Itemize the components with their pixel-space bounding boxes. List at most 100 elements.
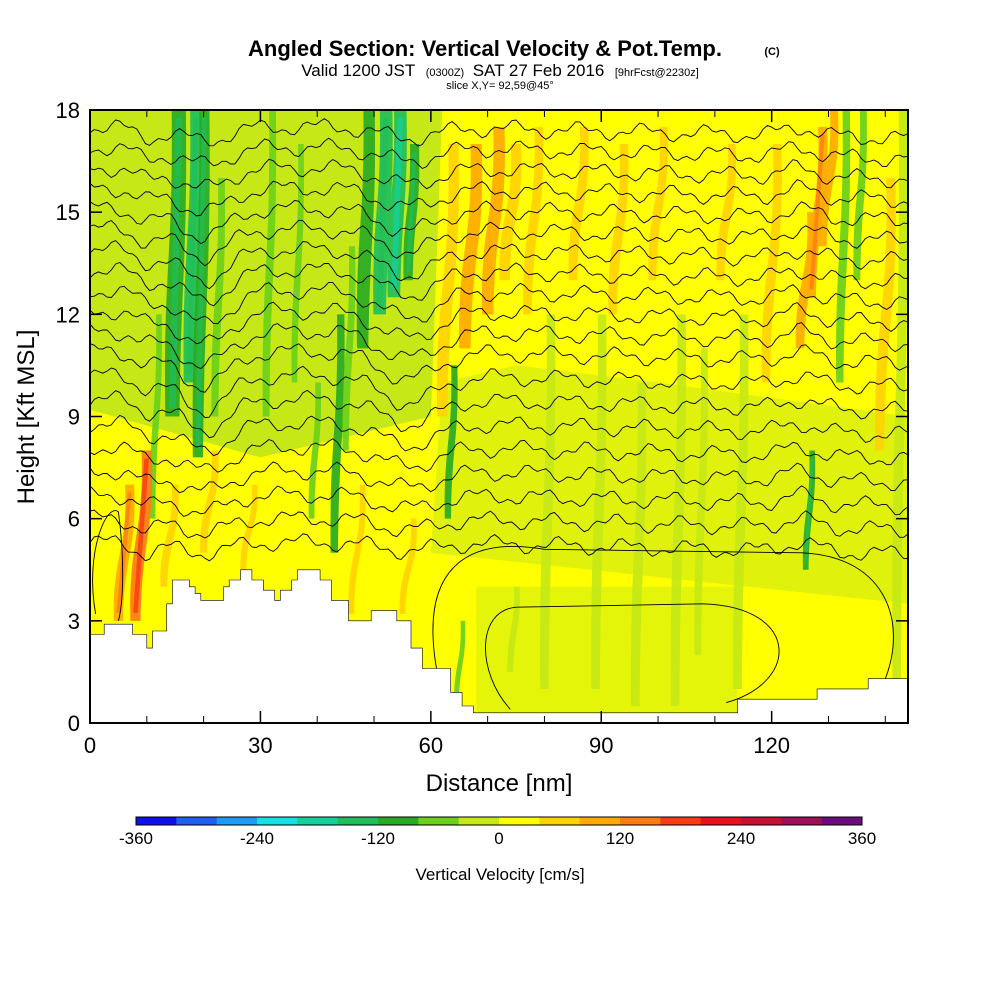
downdraft-core xyxy=(406,152,417,273)
colorbar-swatch xyxy=(579,817,621,825)
colorbar-swatch xyxy=(700,817,742,825)
colorbar-tick-label: -240 xyxy=(240,829,274,848)
downdraft-cell xyxy=(540,314,556,689)
downdraft-core xyxy=(186,118,199,375)
valid-time: Valid 1200 JST xyxy=(301,61,415,80)
downdraft-cell xyxy=(670,314,687,706)
colorbar-tick-label: -360 xyxy=(119,829,153,848)
theta-contour xyxy=(90,365,908,419)
updraft-cell xyxy=(348,484,366,615)
theta-contour xyxy=(90,179,908,217)
colorbar-frame xyxy=(135,816,863,826)
downdraft-cell xyxy=(630,382,647,706)
theta-contour xyxy=(90,137,908,170)
updraft-core xyxy=(133,458,149,613)
theta-contour xyxy=(90,414,908,457)
colorbar-tick-label: 0 xyxy=(494,829,503,848)
downdraft-core xyxy=(195,118,207,450)
downdraft-core xyxy=(804,458,814,562)
theta-contour xyxy=(90,389,908,439)
theta-contour xyxy=(90,158,908,190)
plot-area xyxy=(90,110,908,723)
downdraft-cell xyxy=(211,178,226,417)
theta-contour xyxy=(90,282,908,325)
colorbar-swatch xyxy=(136,817,177,825)
colorbar-swatch xyxy=(176,817,218,825)
downdraft-cell xyxy=(262,110,277,417)
x-axis-label: Distance [nm] xyxy=(426,770,573,797)
downdraft-cell xyxy=(733,314,749,689)
x-tick-label: 30 xyxy=(248,733,272,758)
colorbar-swatch xyxy=(539,817,581,825)
theta-contour-closed xyxy=(92,510,124,621)
downdraft-cell xyxy=(454,620,466,706)
colorbar-tick-label: 360 xyxy=(848,829,876,848)
theta-contour xyxy=(90,301,908,345)
colorbar-swatch xyxy=(458,817,500,825)
y-tick-label: 6 xyxy=(68,507,80,532)
theta-contour xyxy=(90,200,908,245)
colorbar-tick-label: 120 xyxy=(606,829,634,848)
theta-contour xyxy=(90,240,908,290)
colorbar: -360 -240 -120 0 120 240 360 xyxy=(119,816,876,848)
theta-contour xyxy=(90,219,908,267)
colorbar-swatch xyxy=(781,817,823,825)
colorbar-swatch xyxy=(499,817,540,825)
updraft-cell xyxy=(716,144,737,281)
downdraft-cell xyxy=(853,110,867,281)
colorbar-swatch xyxy=(821,817,863,825)
colorbar-swatch xyxy=(257,817,298,825)
colorbar-swatch xyxy=(418,817,460,825)
forecast-info: [9hrFcst@2230z] xyxy=(615,67,699,79)
updraft-cell xyxy=(523,127,544,315)
downdraft-cell xyxy=(149,314,162,519)
theta-contour xyxy=(90,343,908,393)
y-tick-label: 15 xyxy=(56,200,80,225)
chart-title-mark: (C) xyxy=(764,46,780,58)
colorbar-swatch xyxy=(620,817,661,825)
updraft-cell xyxy=(608,144,629,315)
theta-contour xyxy=(90,533,908,562)
y-tick-label: 9 xyxy=(68,405,80,430)
updraft-cell xyxy=(761,144,782,383)
theta-contour-closed xyxy=(432,546,894,679)
colorbar-tick-label: -120 xyxy=(361,829,395,848)
downdraft-core xyxy=(169,118,182,409)
downdraft-cell xyxy=(342,246,356,451)
colorbar-swatch xyxy=(741,817,782,825)
downdraft-cell xyxy=(330,314,345,553)
updraft-cell xyxy=(160,484,179,587)
terrain xyxy=(90,569,908,723)
updraft-core xyxy=(116,492,132,613)
theta-contour xyxy=(90,509,908,539)
x-tick-label: 0 xyxy=(84,733,96,758)
chart-subtitle: Valid 1200 JST (0300Z) SAT 27 Feb 2016 [… xyxy=(301,61,699,80)
x-tick-label: 90 xyxy=(589,733,613,758)
updraft-cell xyxy=(568,127,589,281)
colorbar-swatch xyxy=(378,817,419,825)
y-tick-label: 12 xyxy=(56,302,80,327)
updraft-cell xyxy=(459,144,483,349)
y-tick-label: 3 xyxy=(68,609,80,634)
colorbar-tick-label: 240 xyxy=(727,829,755,848)
theta-contour xyxy=(90,118,908,147)
downdraft-core xyxy=(391,118,404,290)
y-tick-label: 0 xyxy=(68,711,80,736)
theta-contour xyxy=(90,485,908,518)
updraft-cell xyxy=(436,144,459,417)
updraft-cell xyxy=(481,127,505,315)
theta-contour xyxy=(90,461,908,494)
colorbar-swatch xyxy=(337,817,379,825)
downdraft-cell xyxy=(507,586,520,672)
valid-utc: (0300Z) xyxy=(426,67,465,79)
updraft-cell xyxy=(648,127,668,281)
x-tick-label: 60 xyxy=(419,733,443,758)
updraft-cell xyxy=(399,518,417,615)
axes: 0 30 60 90 120 0 3 6 9 12 15 18 xyxy=(56,98,908,758)
updraft-core xyxy=(809,135,825,290)
chart-title: Angled Section: Vertical Velocity & Pot.… xyxy=(248,36,722,61)
updraft-cell xyxy=(874,178,896,451)
downdraft-cell xyxy=(356,110,376,349)
colorbar-swatch xyxy=(297,817,339,825)
